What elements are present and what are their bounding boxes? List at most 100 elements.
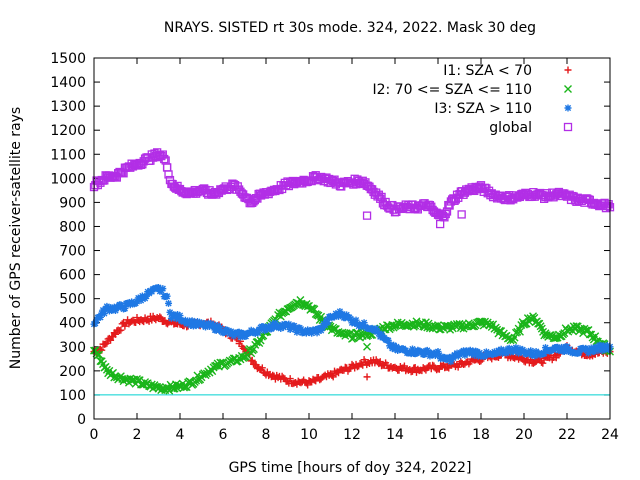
data-point [525, 350, 533, 358]
data-point [96, 345, 104, 353]
x-tick-label: 6 [219, 427, 228, 443]
data-point [575, 349, 583, 357]
data-point [159, 285, 167, 293]
x-tick-label: 10 [300, 427, 318, 443]
data-point [497, 345, 505, 353]
data-point [583, 345, 591, 353]
data-point [293, 328, 301, 336]
data-point [137, 296, 145, 304]
data-point [466, 346, 474, 354]
data-point [290, 322, 298, 330]
legend-label: I3: SZA > 110 [434, 101, 532, 117]
legend-label: I1: SZA < 70 [443, 63, 532, 79]
data-point [99, 306, 107, 314]
data-point [271, 319, 279, 327]
data-point [527, 347, 535, 355]
series-2 [90, 295, 614, 395]
data-point [242, 332, 250, 340]
data-point [558, 343, 566, 351]
plot-area [89, 148, 615, 395]
data-point [603, 341, 611, 349]
data-point [95, 350, 104, 359]
y-tick-label: 300 [59, 340, 86, 356]
data-point [515, 327, 524, 336]
data-point [425, 348, 433, 356]
data-point [441, 209, 450, 219]
data-point [114, 304, 122, 312]
data-point [121, 322, 129, 330]
data-point [599, 342, 607, 350]
data-point [102, 340, 110, 348]
y-tick-label: 400 [59, 316, 86, 332]
data-point [329, 373, 337, 381]
data-point [117, 326, 125, 334]
plot-frame [93, 57, 611, 420]
data-point [167, 314, 175, 322]
x-tick-label: 16 [429, 427, 447, 443]
data-point [453, 349, 461, 357]
data-point [165, 299, 173, 307]
y-tick-label: 1000 [50, 171, 86, 187]
data-point [165, 386, 174, 395]
data-point [269, 320, 277, 328]
data-point [297, 325, 305, 333]
data-point [516, 345, 524, 353]
x-tick-label: 8 [262, 427, 271, 443]
x-tick-label: 0 [90, 427, 99, 443]
x-tick-label: 14 [386, 427, 404, 443]
y-tick-label: 1200 [50, 123, 86, 139]
legend-marker [564, 85, 572, 93]
data-point [174, 311, 182, 319]
y-tick-label: 0 [77, 412, 86, 428]
data-point [93, 316, 101, 324]
y-tick-label: 700 [59, 244, 86, 260]
x-axis-label: GPS time [hours of doy 324, 2022] [229, 460, 472, 476]
data-point [163, 292, 171, 300]
data-point [542, 344, 549, 352]
y-axis-label: Number of GPS receiver-satellite rays [8, 107, 24, 369]
data-point [540, 350, 548, 358]
data-point [226, 330, 234, 338]
data-point [142, 292, 150, 300]
data-point [313, 329, 321, 337]
data-point [591, 332, 600, 341]
legend-marker [564, 66, 572, 74]
data-point [171, 312, 179, 320]
data-point [258, 364, 266, 372]
x-tick-label: 20 [515, 427, 533, 443]
data-point [605, 345, 613, 353]
data-point [182, 383, 191, 392]
data-point [324, 319, 332, 327]
data-point [285, 320, 293, 328]
data-point [446, 353, 454, 361]
data-point [376, 333, 384, 341]
data-point [378, 330, 386, 338]
outlier-point [363, 373, 371, 381]
data-point [133, 298, 141, 306]
series-3 [90, 283, 614, 366]
data-point [322, 316, 330, 324]
data-point [310, 305, 319, 314]
y-tick-label: 600 [59, 268, 86, 284]
data-point [107, 336, 115, 344]
outlier-point [458, 360, 466, 368]
data-point [584, 325, 593, 334]
data-point [328, 371, 336, 379]
data-point [384, 336, 392, 344]
data-point [100, 310, 108, 318]
data-point [434, 321, 442, 330]
data-point [388, 344, 396, 352]
data-point [230, 332, 238, 340]
y-tick-label: 800 [59, 219, 86, 235]
legend-label: I2: 70 <= SZA <= 110 [372, 82, 532, 98]
x-axis-ticks: 0 2 4 6 8 10 12 14 16 18 20 22 24 [90, 58, 619, 443]
data-point [431, 352, 439, 360]
data-point [176, 312, 184, 320]
y-tick-label: 1100 [50, 147, 86, 163]
data-point [371, 327, 379, 335]
data-point [585, 349, 592, 357]
data-point [372, 325, 380, 332]
data-point [277, 324, 285, 332]
data-point [103, 339, 111, 347]
